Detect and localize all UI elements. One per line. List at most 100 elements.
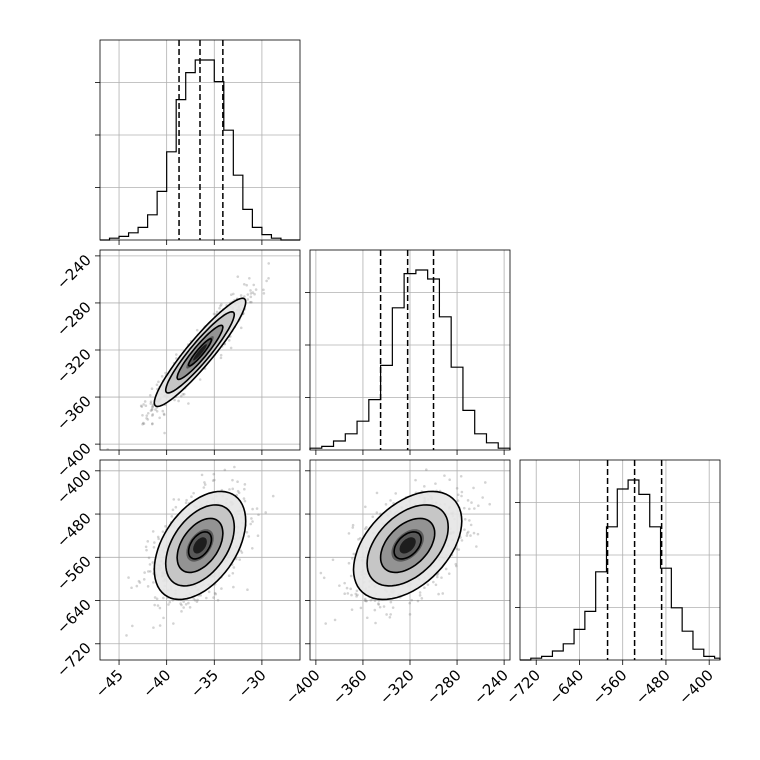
pair-0-sample-point (239, 294, 243, 297)
pair-0-sample-point (218, 306, 221, 310)
pair-2-contour-3 (352, 490, 463, 601)
pair-1-sample-point (177, 498, 181, 501)
pair-1-sample-point (184, 501, 188, 505)
pair-1-sample-point (152, 581, 155, 584)
hist-panel-0 (95, 39, 301, 245)
pair-1-sample-point (237, 491, 241, 495)
pair-2-sample-point (432, 580, 435, 584)
pair-2-sample-point (355, 595, 358, 598)
pair-1-sample-point (227, 574, 231, 578)
pair-2-sample-point (338, 584, 341, 587)
pair-1-content (125, 465, 275, 637)
pair-2-contour-2 (366, 504, 450, 587)
pair-2-sample-point (465, 534, 469, 537)
pair-1-sample-point (240, 551, 244, 554)
pair-1-sample-point (251, 520, 254, 523)
pair-1-sample-point (193, 598, 197, 602)
pair-2-sample-point (456, 493, 460, 497)
pair-0-sample-point (145, 414, 149, 417)
pair-2-sample-point (468, 519, 471, 522)
pair-1-sample-point (182, 600, 186, 603)
pair-1-sample-point (162, 616, 165, 620)
pair-2-sample-point (373, 599, 377, 603)
pair-0-sample-point (175, 353, 178, 356)
pair-0-sample-point (148, 393, 152, 397)
pair-2-sample-point (441, 592, 445, 595)
pair-2-sample-point (408, 601, 412, 605)
pair-2-sample-point (364, 599, 368, 603)
pair-2-sample-point (448, 478, 451, 481)
pair-0-sample-point (232, 292, 235, 296)
pair-2-sample-point (418, 591, 422, 594)
pair-2-sample-point (389, 499, 392, 502)
pair-1-sample-point (135, 584, 139, 588)
pair-0-density-level-4 (193, 344, 207, 361)
pair-1-sample-point (203, 481, 206, 484)
pair-2-sample-point (455, 547, 458, 551)
pair-2-sample-point (354, 592, 358, 596)
pair-0-sample-point (151, 414, 154, 417)
pair-2-sample-point (378, 605, 382, 609)
pair-0-sample-point (182, 392, 186, 396)
pair-2-sample-point (369, 598, 373, 602)
pair-1-sample-point (256, 534, 260, 538)
pair-1-sample-point (146, 540, 150, 543)
pair-0-sample-point (140, 405, 144, 408)
hist-panel-1 (305, 249, 511, 455)
pair-1-sample-point (205, 596, 208, 600)
pair-2-sample-point (357, 538, 360, 541)
pair-1-sample-point (146, 570, 150, 573)
pair-1-sample-point (271, 494, 275, 498)
pair-1-sample-point (127, 576, 130, 579)
pair-2-density-level-4 (399, 537, 416, 554)
pair-2-sample-point (343, 581, 346, 585)
pair-2-sample-point (426, 583, 430, 586)
pair-0-sample-point (229, 293, 233, 297)
pair-1-sample-point (192, 597, 195, 600)
pair-0-sample-point (227, 339, 231, 342)
pair-0-sample-point (177, 399, 180, 403)
pair-1-sample-point (145, 548, 148, 552)
pair-1-sample-point (228, 488, 231, 491)
pair-1-sample-point (251, 507, 254, 511)
pair-2-sample-point (418, 594, 422, 597)
pair-1-sample-point (238, 558, 241, 561)
pair-2-sample-point (416, 599, 420, 603)
pair-1-sample-point (151, 561, 155, 564)
pair-2-sample-point (460, 539, 464, 542)
pair-0-sample-point (181, 393, 185, 396)
pair-0-sample-point (141, 422, 144, 426)
pair-2-sample-point (345, 586, 349, 590)
pair-2-content (319, 460, 491, 625)
pair-1-sample-point (236, 489, 240, 493)
pair-1-sample-point (158, 606, 162, 610)
hist-2-steps (520, 479, 721, 661)
pair-1-sample-point (255, 507, 259, 510)
pair-2-sample-point (363, 599, 367, 602)
pair-panel-0-1 (95, 249, 301, 455)
pair-2-sample-point (324, 622, 327, 625)
pair-0-sample-point (220, 303, 223, 306)
pair-1-sample-point (153, 541, 156, 544)
pair-0-sample-point (162, 412, 166, 416)
pair-0-sample-point (243, 295, 246, 298)
pair-0-sample-point (219, 304, 222, 308)
pair-1-sample-point (148, 563, 152, 566)
pair-2-sample-point (459, 474, 463, 478)
pair-0-sample-point (142, 422, 146, 425)
pair-0-sample-point (245, 283, 248, 287)
pair-0-sample-point (251, 291, 255, 294)
pair-0-sample-point (249, 300, 252, 304)
pair-2-sample-point (483, 481, 487, 484)
pair-2-sample-point (349, 587, 352, 591)
pair-0-sample-point (229, 346, 233, 350)
pair-2-sample-point (382, 605, 386, 608)
pair-1-sample-point (180, 610, 183, 613)
pair-1-sample-point (216, 598, 220, 602)
pair-0-sample-point (195, 328, 199, 332)
pair-0-sample-point (164, 371, 167, 375)
pair-1-sample-point (239, 549, 243, 552)
pair-0-sample-point (151, 413, 155, 416)
pair-0-sample-point (143, 400, 147, 403)
